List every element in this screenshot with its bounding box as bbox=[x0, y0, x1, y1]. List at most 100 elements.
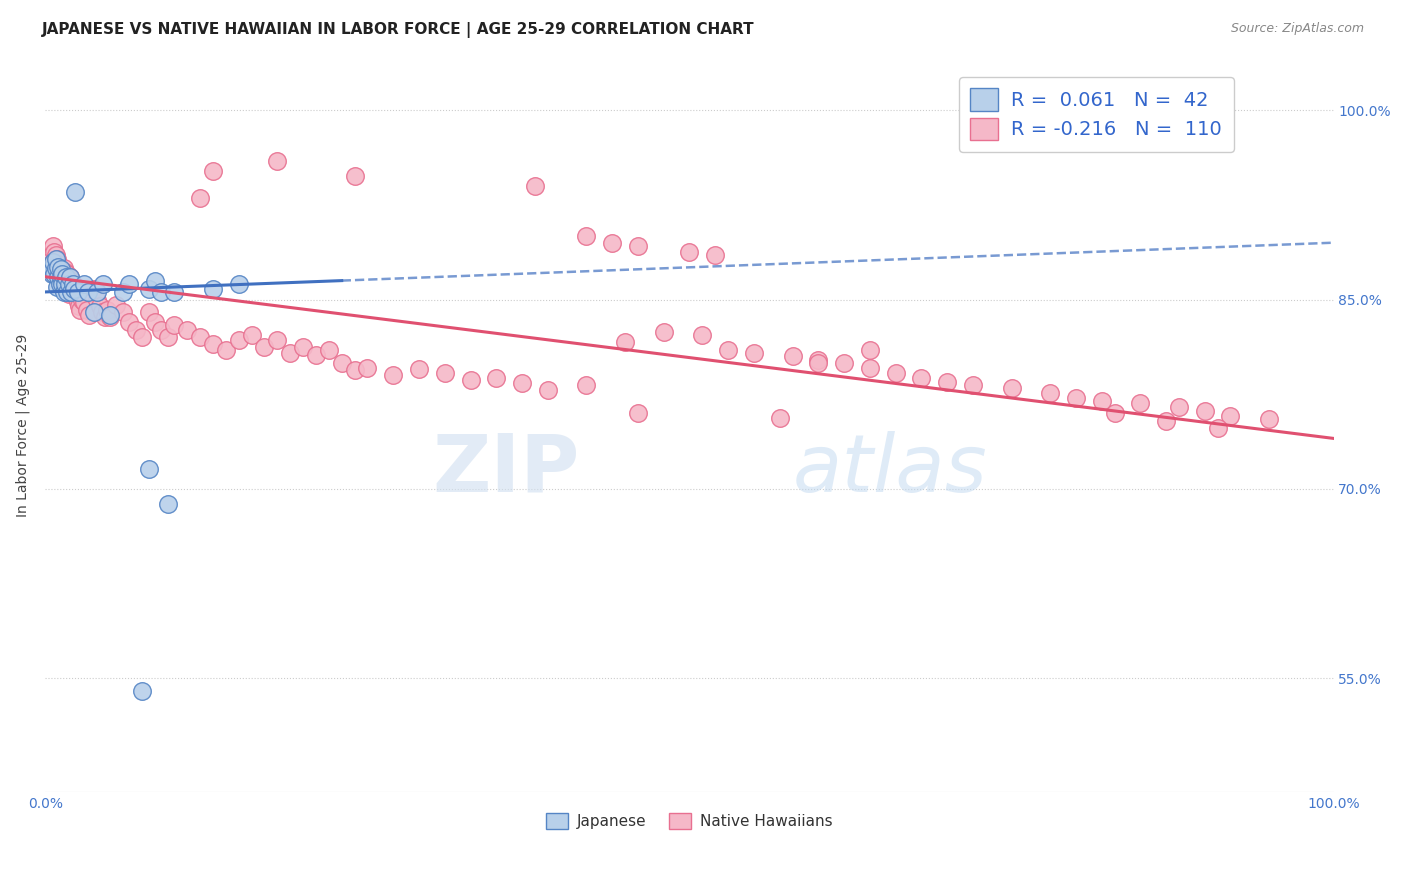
Point bbox=[215, 343, 238, 357]
Point bbox=[66, 285, 89, 299]
Point bbox=[717, 343, 740, 357]
Text: ZIP: ZIP bbox=[433, 431, 581, 508]
Point bbox=[1000, 381, 1022, 395]
Point bbox=[59, 269, 82, 284]
Point bbox=[44, 267, 66, 281]
Point bbox=[1154, 414, 1177, 428]
Point bbox=[77, 308, 100, 322]
Legend: Japanese, Native Hawaiians: Japanese, Native Hawaiians bbox=[540, 807, 839, 836]
Point bbox=[96, 302, 118, 317]
Point bbox=[124, 323, 146, 337]
Point bbox=[305, 348, 328, 362]
Point bbox=[42, 239, 65, 253]
Point bbox=[89, 299, 111, 313]
Point bbox=[318, 343, 340, 357]
Point bbox=[1168, 400, 1191, 414]
Point bbox=[1194, 403, 1216, 417]
Point bbox=[49, 269, 72, 284]
Text: JAPANESE VS NATIVE HAWAIIAN IN LABOR FORCE | AGE 25-29 CORRELATION CHART: JAPANESE VS NATIVE HAWAIIAN IN LABOR FOR… bbox=[42, 22, 755, 38]
Point bbox=[55, 282, 77, 296]
Point bbox=[98, 310, 121, 325]
Point bbox=[55, 269, 77, 284]
Point bbox=[46, 280, 69, 294]
Point bbox=[51, 280, 73, 294]
Point bbox=[1091, 393, 1114, 408]
Point bbox=[41, 260, 63, 275]
Point bbox=[143, 274, 166, 288]
Point bbox=[58, 287, 80, 301]
Point bbox=[156, 497, 179, 511]
Point bbox=[60, 274, 83, 288]
Point bbox=[614, 335, 637, 350]
Point bbox=[58, 277, 80, 292]
Point bbox=[62, 277, 84, 292]
Point bbox=[1104, 406, 1126, 420]
Point bbox=[118, 277, 141, 292]
Point bbox=[45, 248, 67, 262]
Point bbox=[63, 286, 86, 301]
Point bbox=[77, 285, 100, 299]
Point bbox=[575, 229, 598, 244]
Point bbox=[67, 299, 90, 313]
Point bbox=[69, 302, 91, 317]
Point bbox=[118, 315, 141, 329]
Point bbox=[41, 267, 63, 281]
Point bbox=[962, 378, 984, 392]
Point bbox=[150, 285, 173, 299]
Point bbox=[60, 285, 83, 299]
Point bbox=[510, 376, 533, 390]
Point bbox=[48, 260, 70, 275]
Point bbox=[62, 282, 84, 296]
Point bbox=[652, 326, 675, 340]
Point bbox=[228, 277, 250, 292]
Text: Source: ZipAtlas.com: Source: ZipAtlas.com bbox=[1230, 22, 1364, 36]
Point bbox=[156, 330, 179, 344]
Point bbox=[48, 269, 70, 284]
Point bbox=[627, 239, 650, 253]
Point bbox=[65, 290, 87, 304]
Point bbox=[678, 244, 700, 259]
Point bbox=[163, 318, 186, 332]
Point bbox=[460, 373, 482, 387]
Point bbox=[44, 244, 66, 259]
Point bbox=[1039, 386, 1062, 401]
Point bbox=[46, 252, 69, 266]
Point bbox=[537, 384, 560, 398]
Point bbox=[59, 269, 82, 284]
Point bbox=[93, 277, 115, 292]
Point bbox=[201, 336, 224, 351]
Point bbox=[859, 343, 882, 357]
Point bbox=[266, 333, 288, 347]
Point bbox=[49, 262, 72, 277]
Point bbox=[91, 305, 114, 319]
Y-axis label: In Labor Force | Age 25-29: In Labor Force | Age 25-29 bbox=[15, 334, 30, 517]
Point bbox=[98, 308, 121, 322]
Point bbox=[138, 461, 160, 475]
Point bbox=[188, 192, 211, 206]
Point bbox=[38, 254, 60, 268]
Point bbox=[176, 323, 198, 337]
Point bbox=[343, 363, 366, 377]
Point bbox=[1219, 409, 1241, 423]
Point bbox=[382, 368, 405, 383]
Point bbox=[62, 282, 84, 296]
Point bbox=[53, 277, 76, 292]
Point bbox=[143, 315, 166, 329]
Point bbox=[52, 285, 75, 299]
Point bbox=[884, 366, 907, 380]
Point bbox=[56, 285, 79, 299]
Point bbox=[910, 371, 932, 385]
Point bbox=[253, 341, 276, 355]
Point bbox=[1206, 421, 1229, 435]
Point bbox=[163, 285, 186, 299]
Point bbox=[807, 353, 830, 368]
Point bbox=[111, 285, 134, 299]
Point bbox=[769, 411, 792, 425]
Point bbox=[330, 356, 353, 370]
Point bbox=[692, 327, 714, 342]
Point bbox=[704, 248, 727, 262]
Point bbox=[53, 265, 76, 279]
Point bbox=[73, 295, 96, 310]
Point bbox=[575, 378, 598, 392]
Point bbox=[41, 260, 63, 274]
